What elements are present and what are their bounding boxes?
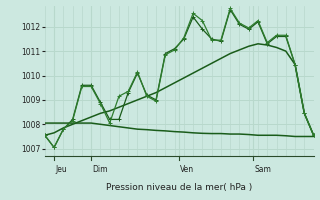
Text: Jeu: Jeu	[55, 165, 67, 174]
Text: Sam: Sam	[254, 165, 271, 174]
Text: Dim: Dim	[92, 165, 108, 174]
Text: Pression niveau de la mer( hPa ): Pression niveau de la mer( hPa )	[106, 183, 252, 192]
Text: Ven: Ven	[180, 165, 194, 174]
